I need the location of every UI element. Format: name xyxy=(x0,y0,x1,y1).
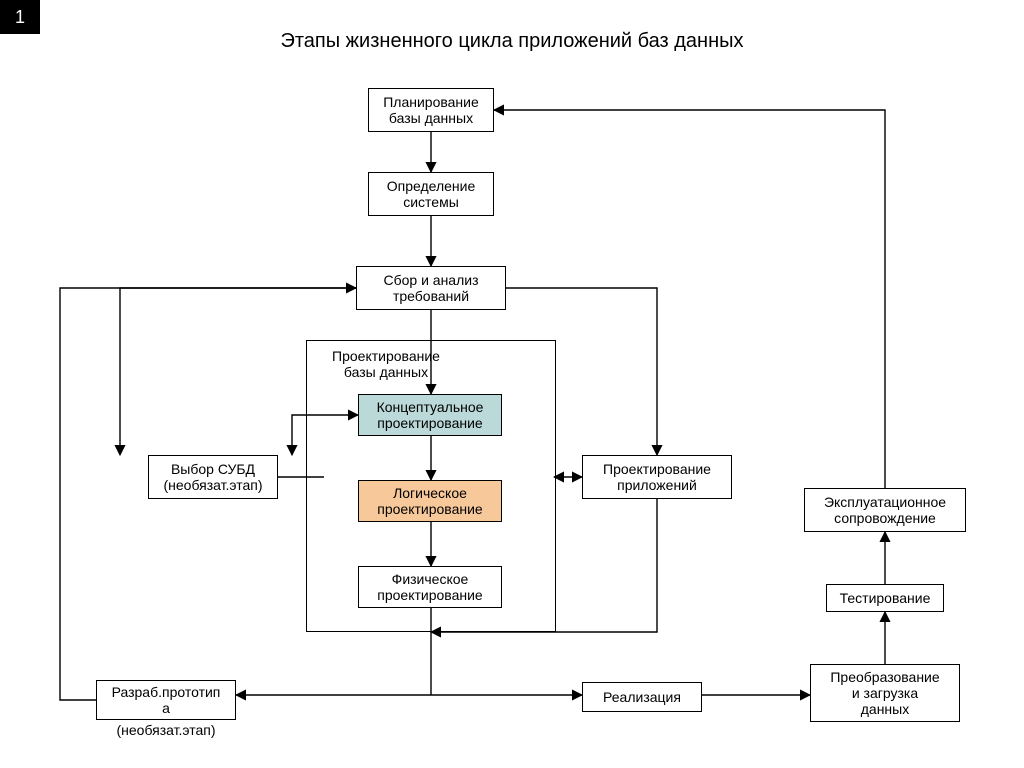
node-planning: Планирование базы данных xyxy=(368,88,494,132)
diagram-title: Этапы жизненного цикла приложений баз да… xyxy=(0,30,1024,53)
node-logical-design: Логическое проектирование xyxy=(358,480,502,522)
node-maintenance: Эксплуатационное сопровождение xyxy=(804,488,966,532)
slide-number: 1 xyxy=(15,7,25,28)
node-implementation: Реализация xyxy=(582,682,702,712)
design-group-label: Проектирование базы данных xyxy=(316,348,456,380)
node-requirements: Сбор и анализ требований xyxy=(356,266,506,310)
node-physical-design: Физическое проектирование xyxy=(358,566,502,608)
node-prototype-sublabel: (необязат.этап) xyxy=(106,722,226,738)
diagram-stage: { "meta": { "slide_number": "1", "title"… xyxy=(0,0,1024,768)
node-system-definition: Определение системы xyxy=(368,172,494,216)
node-prototype: Разраб.прототип а xyxy=(96,680,236,720)
node-data-conversion: Преобразование и загрузка данных xyxy=(810,664,960,722)
slide-number-badge: 1 xyxy=(0,0,40,34)
node-dbms-selection: Выбор СУБД (необязат.этап) xyxy=(148,455,278,499)
node-application-design: Проектирование приложений xyxy=(582,455,732,499)
node-conceptual-design: Концептуальное проектирование xyxy=(358,394,502,436)
node-testing: Тестирование xyxy=(826,584,944,612)
